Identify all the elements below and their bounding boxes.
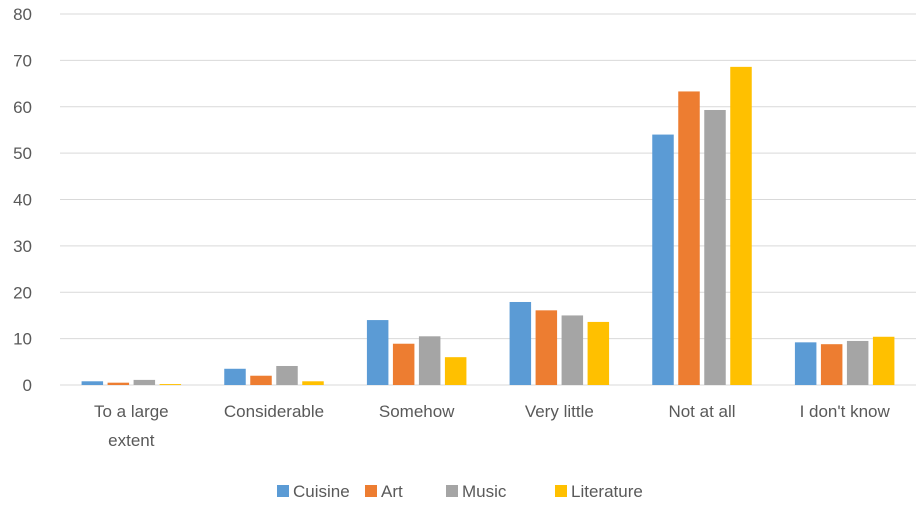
bar-literature <box>872 336 895 385</box>
legend-label-cuisine: Cuisine <box>293 482 350 501</box>
bar-music <box>704 109 726 385</box>
x-category-label: Not at all <box>668 402 735 421</box>
bar-cuisine <box>794 342 817 385</box>
x-category-label: Somehow <box>379 402 455 421</box>
y-tick-label: 40 <box>13 191 32 210</box>
legend: Cuisine Art Music Literature <box>277 482 643 501</box>
y-tick-label: 50 <box>13 144 32 163</box>
bar-art <box>392 343 415 385</box>
bar-music <box>276 365 298 385</box>
legend-swatch-cuisine <box>277 485 289 497</box>
bar-cuisine <box>652 134 674 385</box>
bar-literature <box>730 66 752 386</box>
bar-literature <box>444 357 467 385</box>
bar-cuisine <box>81 381 104 385</box>
y-tick-label: 30 <box>13 237 32 256</box>
y-axis-tick-labels: 0 10 20 30 40 50 60 70 80 <box>13 5 32 395</box>
bar-literature <box>587 321 610 385</box>
y-tick-label: 70 <box>13 51 32 70</box>
y-tick-label: 20 <box>13 283 32 302</box>
legend-swatch-music <box>446 485 458 497</box>
y-tick-label: 60 <box>13 98 32 117</box>
bar-cuisine <box>366 320 389 385</box>
x-category-label-line: Not at all <box>668 402 735 421</box>
x-category-label-line: I don't know <box>800 402 891 421</box>
x-category-label-line: Considerable <box>224 402 324 421</box>
legend-label-literature: Literature <box>571 482 643 501</box>
bar-art <box>107 382 130 385</box>
bar-literature <box>159 384 182 385</box>
x-category-label: Considerable <box>224 402 324 421</box>
x-axis-category-labels: To a large extent Considerable Somehow Very … <box>94 402 890 450</box>
y-tick-label: 10 <box>13 330 32 349</box>
y-tick-label: 80 <box>13 5 32 24</box>
bar-music <box>846 340 869 385</box>
x-category-label: I don't know <box>800 402 891 421</box>
legend-swatch-literature <box>555 485 567 497</box>
bar-art <box>820 344 843 385</box>
x-category-label: Very little <box>525 402 594 421</box>
bar-art <box>678 91 700 385</box>
bar-art <box>250 375 272 385</box>
x-category-label-line: To a large <box>94 402 169 421</box>
legend-label-art: Art <box>381 482 403 501</box>
bars <box>81 66 895 386</box>
bar-literature <box>302 381 324 385</box>
gridlines <box>60 13 916 386</box>
legend-label-music: Music <box>462 482 507 501</box>
bar-cuisine <box>224 368 246 385</box>
y-tick-label: 0 <box>23 376 32 395</box>
bar-cuisine <box>509 301 532 385</box>
bar-music <box>133 379 156 385</box>
bar-music <box>561 315 584 385</box>
x-category-label: To a large extent <box>94 402 169 450</box>
bar-art <box>535 310 558 385</box>
legend-swatch-art <box>365 485 377 497</box>
bar-music <box>418 336 441 385</box>
x-category-label-line: Somehow <box>379 402 455 421</box>
x-category-label-line: Very little <box>525 402 594 421</box>
x-category-label-line: extent <box>108 431 155 450</box>
